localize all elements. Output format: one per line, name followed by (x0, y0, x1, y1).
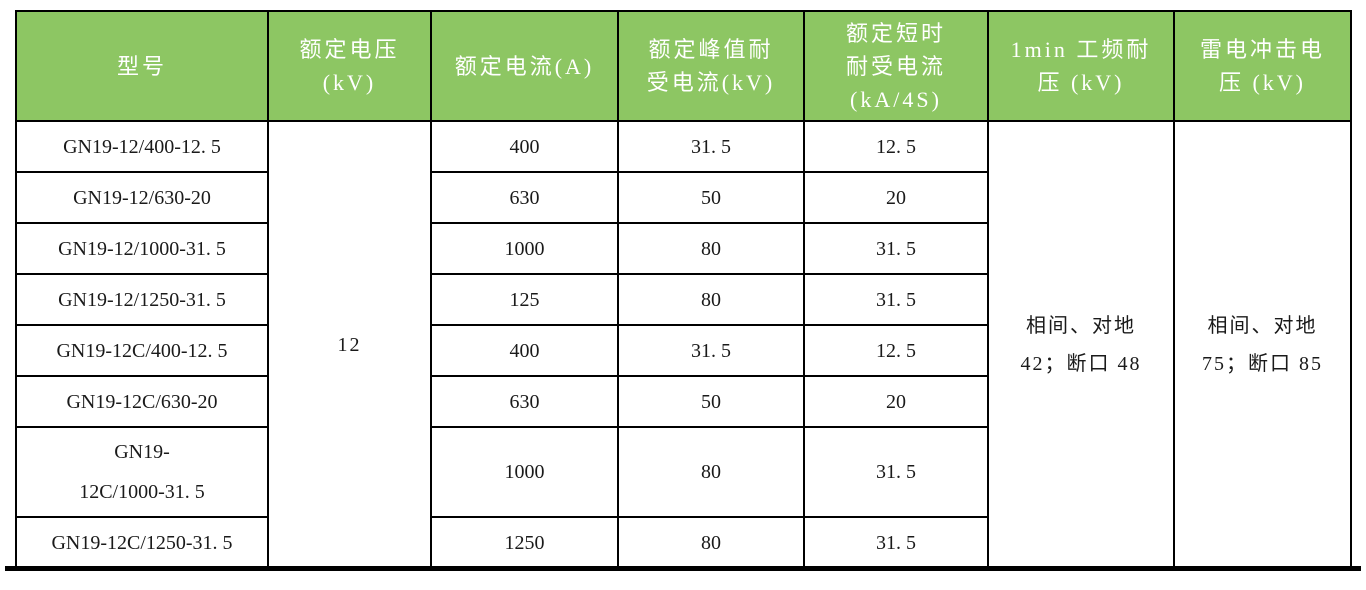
cell-rated-current: 400 (430, 120, 619, 173)
cell-model: GN19-12/1250-31. 5 (15, 273, 269, 326)
cell-short-current: 20 (803, 375, 989, 428)
cell-short-current: 31. 5 (803, 222, 989, 275)
cell-model: GN19-12C/1250-31. 5 (15, 516, 269, 569)
cell-short-current: 31. 5 (803, 273, 989, 326)
cell-short-current: 31. 5 (803, 516, 989, 569)
col-header-rated-voltage: 额定电压 (kV) (267, 10, 432, 122)
cell-lightning: 相间、对地 75；断口 85 (1173, 120, 1352, 569)
table-row: GN19-12/630-20 630 50 20 (15, 171, 1351, 224)
cell-short-current: 12. 5 (803, 324, 989, 377)
cell-model: GN19-12C/630-20 (15, 375, 269, 428)
spec-table: 型号 额定电压 (kV) 额定电流(A) 额定峰值耐 受电流(kV) 额定短时 … (15, 10, 1352, 569)
cell-peak-current: 80 (617, 516, 805, 569)
cell-model: GN19-12C/400-12. 5 (15, 324, 269, 377)
cell-peak-current: 31. 5 (617, 324, 805, 377)
cell-peak-current: 31. 5 (617, 120, 805, 173)
table-row: GN19-12C/400-12. 5 400 31. 5 12. 5 (15, 324, 1351, 377)
cell-model: GN19-12/630-20 (15, 171, 269, 224)
cell-model: GN19-12/400-12. 5 (15, 120, 269, 173)
cell-peak-current: 50 (617, 171, 805, 224)
table-row: GN19-12/1250-31. 5 125 80 31. 5 (15, 273, 1351, 326)
cell-rated-current: 1000 (430, 426, 619, 518)
cell-rated-current: 630 (430, 375, 619, 428)
table-row: GN19-12C/1250-31. 5 1250 80 31. 5 (15, 516, 1351, 569)
cell-rated-current: 400 (430, 324, 619, 377)
col-header-short-current: 额定短时 耐受电流 (kA/4S) (803, 10, 989, 122)
bottom-rule (5, 566, 1361, 571)
table-row: GN19- 12C/1000-31. 5 1000 80 31. 5 (15, 426, 1351, 518)
col-header-power-freq: 1min 工频耐 压 (kV) (987, 10, 1175, 122)
cell-rated-current: 125 (430, 273, 619, 326)
cell-rated-current: 1000 (430, 222, 619, 275)
col-header-model: 型号 (15, 10, 269, 122)
col-header-lightning: 雷电冲击电 压 (kV) (1173, 10, 1352, 122)
cell-model: GN19-12/1000-31. 5 (15, 222, 269, 275)
table-body: GN19-12/400-12. 5 12 400 31. 5 12. 5 相间、… (15, 120, 1352, 569)
cell-rated-voltage: 12 (267, 120, 432, 569)
cell-short-current: 12. 5 (803, 120, 989, 173)
cell-model: GN19- 12C/1000-31. 5 (15, 426, 269, 518)
col-header-rated-current: 额定电流(A) (430, 10, 619, 122)
table-row: GN19-12/400-12. 5 12 400 31. 5 12. 5 相间、… (15, 120, 1352, 569)
cell-power-freq: 相间、对地 42；断口 48 (987, 120, 1175, 569)
cell-peak-current: 80 (617, 222, 805, 275)
table-header: 型号 额定电压 (kV) 额定电流(A) 额定峰值耐 受电流(kV) 额定短时 … (15, 10, 1352, 122)
header-row: 型号 额定电压 (kV) 额定电流(A) 额定峰值耐 受电流(kV) 额定短时 … (15, 10, 1352, 122)
cell-rated-current: 630 (430, 171, 619, 224)
cell-short-current: 20 (803, 171, 989, 224)
cell-short-current: 31. 5 (803, 426, 989, 518)
cell-peak-current: 50 (617, 375, 805, 428)
cell-rated-current: 1250 (430, 516, 619, 569)
cell-peak-current: 80 (617, 273, 805, 326)
cell-peak-current: 80 (617, 426, 805, 518)
table-row: GN19-12/1000-31. 5 1000 80 31. 5 (15, 222, 1351, 275)
table-row: GN19-12C/630-20 630 50 20 (15, 375, 1351, 428)
col-header-peak-current: 额定峰值耐 受电流(kV) (617, 10, 805, 122)
